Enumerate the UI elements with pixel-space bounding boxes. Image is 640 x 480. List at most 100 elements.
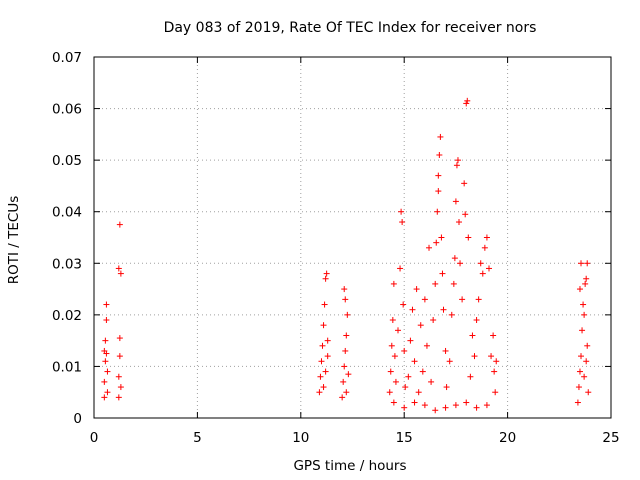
data-point bbox=[341, 363, 348, 370]
data-point bbox=[390, 280, 397, 287]
data-point bbox=[116, 221, 123, 228]
data-point bbox=[115, 373, 122, 380]
data-point bbox=[322, 368, 329, 375]
data-point bbox=[463, 100, 470, 107]
x-tick-label: 20 bbox=[499, 430, 516, 446]
data-point bbox=[481, 244, 488, 251]
data-point bbox=[581, 373, 588, 380]
data-point bbox=[104, 389, 111, 396]
data-point bbox=[411, 399, 418, 406]
data-point bbox=[493, 358, 500, 365]
data-point bbox=[343, 389, 350, 396]
x-axis: 0 5 10 15 20 25 bbox=[90, 57, 620, 446]
data-point bbox=[322, 275, 329, 282]
data-point bbox=[578, 353, 585, 360]
data-point bbox=[477, 260, 484, 267]
data-point bbox=[578, 260, 585, 267]
data-point bbox=[400, 301, 407, 308]
data-point bbox=[473, 317, 480, 324]
data-point bbox=[433, 239, 440, 246]
data-point bbox=[491, 368, 498, 375]
data-point bbox=[115, 394, 122, 401]
data-point bbox=[342, 347, 349, 354]
data-point bbox=[402, 384, 409, 391]
data-point bbox=[394, 327, 401, 334]
data-point bbox=[323, 270, 330, 277]
data-point bbox=[117, 384, 124, 391]
data-point bbox=[341, 286, 348, 293]
data-point bbox=[446, 358, 453, 365]
data-point bbox=[409, 306, 416, 313]
y-tick-label: 0 bbox=[73, 411, 82, 427]
data-point bbox=[485, 265, 492, 272]
data-point bbox=[580, 301, 587, 308]
data-point bbox=[584, 260, 591, 267]
data-point bbox=[432, 280, 439, 287]
data-point bbox=[321, 301, 328, 308]
data-point bbox=[103, 301, 110, 308]
data-point bbox=[392, 378, 399, 385]
x-tick-label: 10 bbox=[292, 430, 309, 446]
data-point bbox=[339, 394, 346, 401]
data-point bbox=[343, 332, 350, 339]
data-point bbox=[442, 404, 449, 411]
data-point bbox=[453, 162, 460, 169]
data-point bbox=[464, 97, 471, 104]
data-point bbox=[340, 378, 347, 385]
data-point bbox=[436, 151, 443, 158]
data-point bbox=[439, 270, 446, 277]
data-point bbox=[316, 389, 323, 396]
data-point bbox=[103, 350, 110, 357]
data-point bbox=[585, 389, 592, 396]
data-point bbox=[407, 337, 414, 344]
data-point bbox=[576, 368, 583, 375]
data-point bbox=[462, 211, 469, 218]
data-point bbox=[582, 280, 589, 287]
data-point bbox=[421, 402, 428, 409]
data-point bbox=[421, 296, 428, 303]
data-point bbox=[435, 172, 442, 179]
data-point bbox=[467, 373, 474, 380]
data-point bbox=[102, 337, 109, 344]
data-point bbox=[456, 219, 463, 226]
data-point bbox=[483, 234, 490, 241]
y-tick-label: 0.07 bbox=[52, 50, 82, 66]
y-tick-label: 0.02 bbox=[52, 308, 82, 324]
data-point bbox=[342, 296, 349, 303]
data-point bbox=[579, 327, 586, 334]
data-point bbox=[452, 402, 459, 409]
data-point bbox=[488, 353, 495, 360]
data-point bbox=[584, 342, 591, 349]
data-point bbox=[451, 255, 458, 262]
data-point bbox=[117, 270, 124, 277]
x-axis-label: GPS time / hours bbox=[293, 458, 406, 474]
data-point bbox=[387, 368, 394, 375]
y-tick-label: 0.05 bbox=[52, 153, 82, 169]
data-point bbox=[115, 265, 122, 272]
data-point bbox=[461, 180, 468, 187]
data-point bbox=[417, 322, 424, 329]
data-point bbox=[317, 373, 324, 380]
data-point bbox=[469, 332, 476, 339]
data-point bbox=[473, 404, 480, 411]
data-point bbox=[583, 358, 590, 365]
data-point bbox=[104, 368, 111, 375]
data-point bbox=[423, 342, 430, 349]
x-tick-label: 25 bbox=[602, 430, 619, 446]
data-point bbox=[448, 311, 455, 318]
data-point bbox=[492, 389, 499, 396]
data-point bbox=[320, 322, 327, 329]
chart-title: Day 083 of 2019, Rate Of TEC Index for r… bbox=[164, 20, 537, 36]
data-point bbox=[463, 399, 470, 406]
x-tick-label: 15 bbox=[396, 430, 413, 446]
data-point bbox=[116, 353, 123, 360]
data-point bbox=[345, 371, 352, 378]
data-point bbox=[443, 384, 450, 391]
data-point bbox=[576, 286, 583, 293]
y-tick-label: 0.04 bbox=[52, 205, 82, 221]
y-axis: 0 0.01 0.02 0.03 0.04 0.05 0.06 0.07 bbox=[52, 50, 611, 427]
plot-frame bbox=[93, 56, 612, 419]
data-point bbox=[440, 306, 447, 313]
data-point bbox=[397, 265, 404, 272]
